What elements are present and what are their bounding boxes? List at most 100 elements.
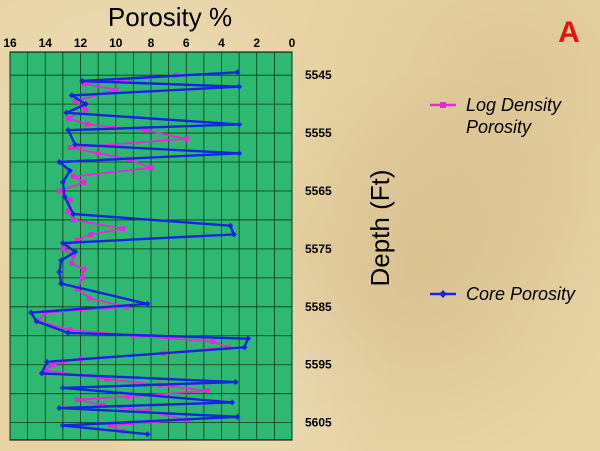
- data-point: [85, 121, 91, 127]
- y-tick-label: 5605: [305, 416, 332, 430]
- data-point: [232, 379, 239, 386]
- x-tick-label: 2: [253, 36, 260, 50]
- y-tick-label: 5575: [305, 242, 332, 256]
- data-point: [65, 127, 72, 134]
- data-point: [72, 141, 79, 148]
- y-tick-label: 5565: [305, 184, 332, 198]
- data-point: [67, 145, 73, 151]
- legend-label: Core Porosity: [466, 284, 576, 304]
- data-point: [143, 127, 149, 133]
- y-tick-label: 5545: [305, 68, 332, 82]
- legend: Log Density Porosity Core Porosity: [430, 95, 576, 304]
- data-point: [65, 116, 71, 122]
- data-point: [81, 266, 87, 272]
- data-point: [204, 388, 210, 394]
- x-tick-label: 6: [183, 36, 190, 50]
- data-point: [144, 300, 151, 307]
- data-point: [67, 327, 73, 333]
- data-point: [229, 399, 236, 406]
- data-point: [61, 193, 68, 200]
- y-tick-label: 5585: [305, 300, 332, 314]
- data-point: [33, 318, 40, 325]
- legend-item-core: Core Porosity: [430, 284, 576, 304]
- data-point: [234, 413, 241, 420]
- data-point: [38, 370, 45, 377]
- data-point: [69, 260, 75, 266]
- data-point: [56, 159, 63, 166]
- data-point: [44, 358, 51, 365]
- data-point: [230, 231, 237, 238]
- series-log: [35, 72, 232, 434]
- data-point: [65, 329, 72, 336]
- data-point: [59, 240, 66, 247]
- data-point: [183, 136, 189, 142]
- series-core: [28, 69, 251, 438]
- data-point: [28, 309, 35, 316]
- x-tick-label: 16: [3, 36, 17, 50]
- data-point: [74, 286, 80, 292]
- data-point: [100, 402, 106, 408]
- data-point: [74, 237, 80, 243]
- data-point: [236, 150, 243, 157]
- chart-title: Porosity %: [108, 2, 232, 32]
- data-point: [70, 217, 76, 223]
- x-tick-label: 12: [74, 36, 88, 50]
- data-point: [123, 304, 129, 310]
- data-point: [144, 431, 151, 438]
- x-tick-label: 8: [148, 36, 155, 50]
- data-point: [58, 257, 65, 264]
- data-point: [104, 376, 110, 382]
- y-axis-tick-labels: 5545 5555 5565 5575 5585 5595 5605: [305, 68, 332, 429]
- data-point: [56, 269, 63, 276]
- data-point: [95, 150, 101, 156]
- y-tick-label: 5595: [305, 358, 332, 372]
- data-point: [65, 208, 71, 214]
- data-point: [88, 231, 94, 237]
- x-axis-tick-labels: 16 14 12 10 8 6 4 2 0: [3, 36, 295, 50]
- data-point: [63, 109, 70, 116]
- data-point: [210, 339, 216, 345]
- data-point: [148, 165, 154, 171]
- data-point: [59, 179, 66, 186]
- x-tick-label: 14: [39, 36, 53, 50]
- data-point: [70, 174, 76, 180]
- data-point: [82, 101, 89, 108]
- data-point: [66, 167, 73, 174]
- x-tick-label: 0: [289, 36, 296, 50]
- data-point: [79, 275, 85, 281]
- data-point: [68, 92, 75, 99]
- data-point: [234, 69, 241, 76]
- data-point: [74, 396, 80, 402]
- data-point: [144, 408, 150, 414]
- data-point: [81, 81, 87, 87]
- data-point: [60, 246, 66, 252]
- x-tick-label: 10: [109, 36, 123, 50]
- data-point: [236, 121, 243, 128]
- y-tick-label: 5555: [305, 126, 332, 140]
- data-point: [107, 423, 113, 429]
- data-point: [86, 295, 92, 301]
- data-point: [67, 197, 73, 203]
- data-point: [56, 405, 63, 412]
- y-axis-label: Depth (Ft): [365, 169, 395, 286]
- data-point: [125, 394, 131, 400]
- data-point: [49, 362, 55, 368]
- data-point: [236, 83, 243, 90]
- data-point: [59, 422, 66, 429]
- data-point: [83, 107, 89, 113]
- legend-swatch-marker: [439, 290, 447, 298]
- data-point: [113, 87, 119, 93]
- data-point: [59, 384, 66, 391]
- data-point: [42, 368, 48, 374]
- data-point: [70, 211, 77, 218]
- data-point: [120, 226, 126, 232]
- data-point: [72, 248, 79, 255]
- legend-swatch-marker: [440, 102, 446, 108]
- data-point: [70, 252, 76, 258]
- legend-item-log: Log Density Porosity: [430, 95, 562, 137]
- data-point: [244, 335, 251, 342]
- data-point: [72, 98, 78, 104]
- data-point: [227, 222, 234, 229]
- data-point: [81, 179, 87, 185]
